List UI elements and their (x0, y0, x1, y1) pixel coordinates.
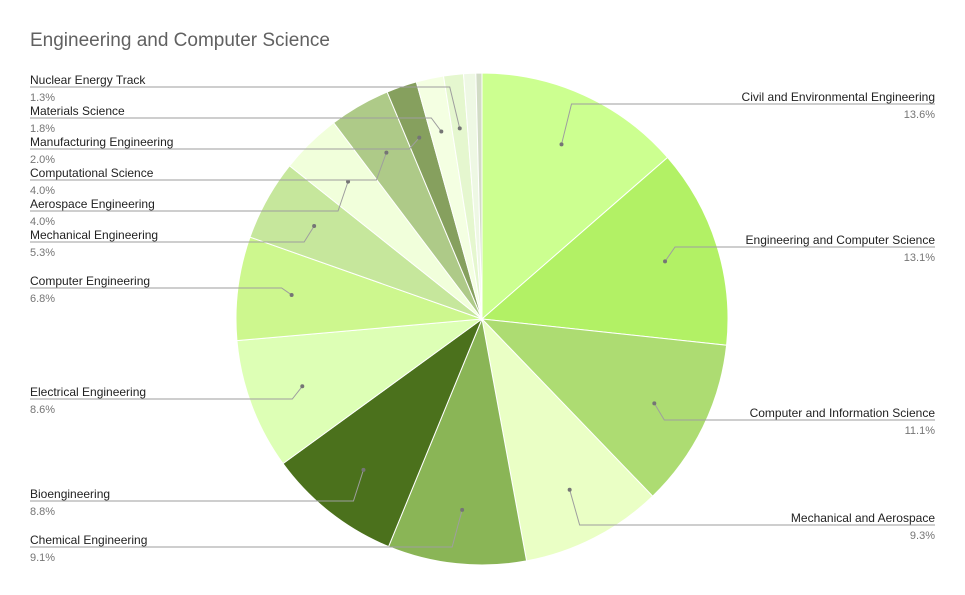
leader-dot (289, 292, 294, 297)
slice-label: Materials Science (30, 104, 125, 118)
leader-line (30, 152, 387, 181)
leader-dot (417, 135, 422, 140)
leader-dot (312, 224, 317, 229)
pie-labels: Civil and Environmental Engineering 13.6%… (30, 73, 935, 564)
leader-line (30, 509, 463, 548)
slice-value-label: 13.6% (904, 109, 935, 121)
leader-dot (384, 150, 389, 155)
slice-value-label: 9.3% (910, 530, 935, 542)
leader-line (569, 489, 935, 526)
slice-label: Computational Science (30, 166, 154, 180)
slice-label: Computer Engineering (30, 274, 150, 288)
slice-value-label: 8.6% (30, 404, 55, 416)
pie-slice[interactable] (481, 317, 654, 562)
slice-value-label: 9.1% (30, 552, 55, 564)
leader-dot (300, 384, 305, 389)
leader-line (30, 225, 315, 243)
slice-label: Bioengineering (30, 487, 110, 501)
leader-line (30, 469, 364, 502)
leader-dot (559, 142, 564, 147)
leader-dot (567, 487, 572, 492)
slice-value-label: 1.3% (30, 92, 55, 104)
leader-line (30, 287, 292, 296)
leader-line (653, 403, 935, 421)
slice-label: Chemical Engineering (30, 533, 147, 547)
slice-value-label: 2.0% (30, 154, 55, 166)
slice-value-label: 4.0% (30, 185, 55, 197)
leader-line (664, 246, 935, 262)
slice-label: Nuclear Energy Track (30, 73, 146, 87)
pie-slices (235, 72, 729, 566)
leader-dot (439, 129, 444, 134)
chart-title: Engineering and Computer Science (30, 30, 330, 51)
slice-label: Mechanical Engineering (30, 228, 158, 242)
pie-slice[interactable] (480, 318, 728, 497)
pie-slice[interactable] (236, 318, 484, 465)
slice-label: Aerospace Engineering (30, 197, 155, 211)
leader-line (30, 181, 349, 212)
slice-label: Engineering and Computer Science (746, 233, 936, 247)
leader-dot (361, 467, 366, 472)
leader-line (30, 117, 442, 132)
slice-value-label: 5.3% (30, 247, 55, 259)
leader-dot (663, 259, 668, 264)
pie-slice[interactable] (387, 317, 528, 566)
leader-line (30, 86, 461, 129)
leader-dot (457, 126, 462, 131)
pie-slice[interactable] (475, 72, 483, 320)
leader-line (30, 137, 420, 150)
pie-slice[interactable] (480, 156, 729, 346)
leader-dot (652, 401, 657, 406)
leader-dot (460, 507, 465, 512)
slice-value-label: 1.8% (30, 123, 55, 135)
slice-value-label: 8.8% (30, 506, 55, 518)
pie-slice[interactable] (282, 317, 484, 548)
slice-value-label: 4.0% (30, 216, 55, 228)
slice-label: Civil and Environmental Engineering (742, 90, 935, 104)
slice-label: Computer and Information Science (750, 406, 936, 420)
leader-line (561, 103, 935, 145)
leader-dot (346, 179, 351, 184)
slice-label: Manufacturing Engineering (30, 135, 173, 149)
leader-line (30, 385, 303, 400)
slice-label: Mechanical and Aerospace (791, 511, 935, 525)
slice-value-label: 6.8% (30, 293, 55, 305)
pie-slice[interactable] (481, 72, 669, 321)
slice-value-label: 11.1% (905, 425, 936, 437)
slice-label: Electrical Engineering (30, 385, 146, 399)
slice-value-label: 13.1% (904, 252, 935, 264)
